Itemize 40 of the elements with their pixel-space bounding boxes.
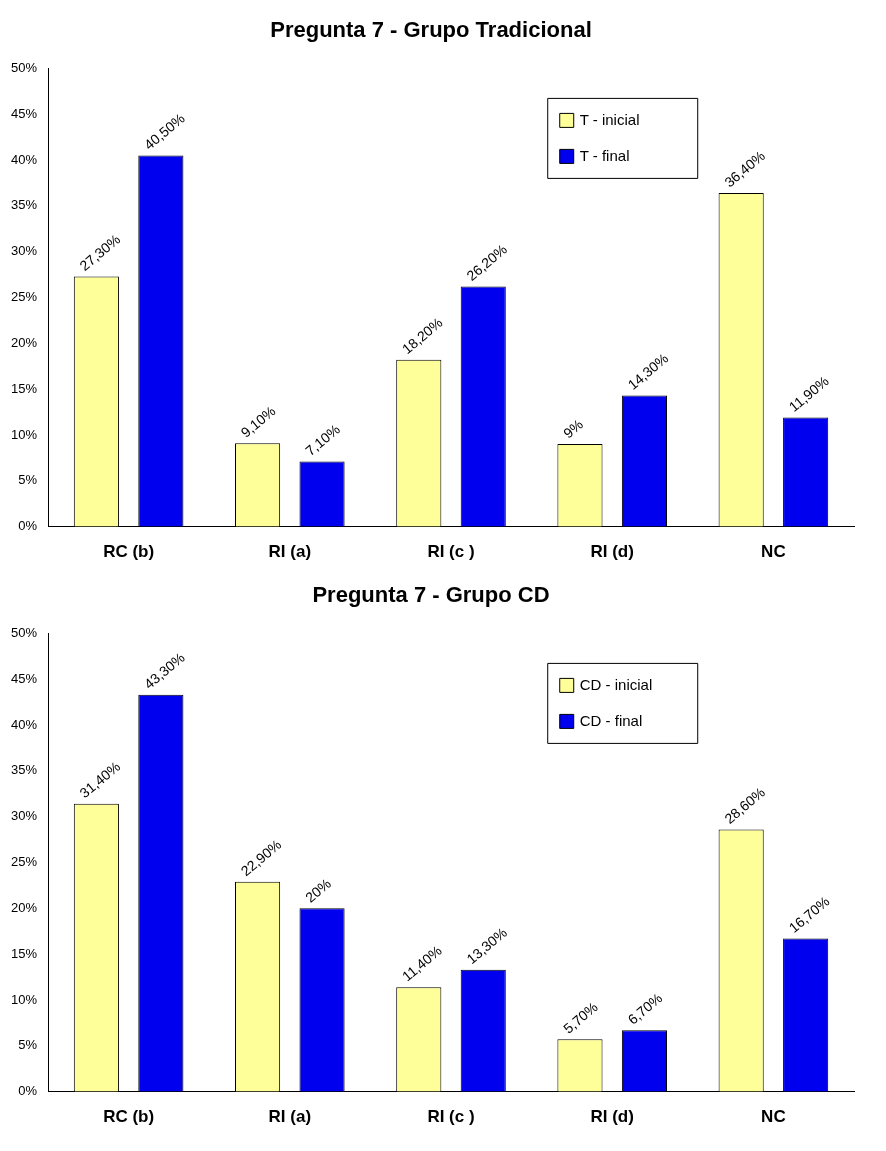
y-tick-label: 5% bbox=[18, 472, 38, 488]
y-tick-label: 25% bbox=[10, 289, 38, 305]
legend-label: T - final bbox=[579, 146, 630, 164]
y-tick-label: 20% bbox=[10, 899, 38, 915]
y-tick-label: 30% bbox=[10, 808, 38, 824]
legend-label: CD - final bbox=[579, 711, 643, 729]
y-tick-label: 35% bbox=[10, 197, 38, 213]
y-tick-label: 20% bbox=[10, 334, 38, 350]
data-label: 20% bbox=[302, 875, 334, 906]
data-label: 9% bbox=[560, 416, 586, 442]
y-tick-label: 45% bbox=[10, 105, 38, 121]
y-tick-label: 35% bbox=[10, 762, 38, 778]
chart-title: Pregunta 7 - Grupo CD bbox=[312, 582, 550, 608]
x-tick-label: RI (a) bbox=[268, 1107, 312, 1127]
y-tick-label: 50% bbox=[10, 624, 38, 640]
y-tick-label: 40% bbox=[10, 151, 38, 167]
legend-label: T - inicial bbox=[579, 110, 640, 128]
x-tick-label: RI (d) bbox=[590, 542, 634, 562]
y-tick-label: 45% bbox=[10, 670, 38, 686]
x-tick-label: RI (d) bbox=[590, 1107, 634, 1127]
y-tick-label: 5% bbox=[18, 1037, 38, 1053]
y-tick-label: 15% bbox=[10, 945, 38, 961]
y-tick-label: 40% bbox=[10, 716, 38, 732]
x-tick-label: RI (a) bbox=[268, 542, 312, 562]
x-tick-label: RI (c ) bbox=[427, 542, 475, 562]
y-tick-label: 15% bbox=[10, 380, 38, 396]
x-tick-label: RI (c ) bbox=[427, 1107, 475, 1127]
y-tick-label: 0% bbox=[18, 518, 38, 534]
y-tick-label: 30% bbox=[10, 243, 38, 259]
x-tick-label: RC (b) bbox=[103, 1107, 155, 1127]
y-tick-label: 0% bbox=[18, 1083, 38, 1099]
legend-label: CD - inicial bbox=[579, 675, 653, 693]
x-tick-label: NC bbox=[761, 1107, 786, 1127]
y-tick-label: 10% bbox=[10, 426, 38, 442]
x-tick-label: RC (b) bbox=[103, 542, 155, 562]
chart-title: Pregunta 7 - Grupo Tradicional bbox=[270, 17, 592, 43]
y-tick-label: 50% bbox=[10, 59, 38, 75]
x-tick-label: NC bbox=[761, 542, 786, 562]
y-tick-label: 25% bbox=[10, 854, 38, 870]
y-tick-label: 10% bbox=[10, 991, 38, 1007]
